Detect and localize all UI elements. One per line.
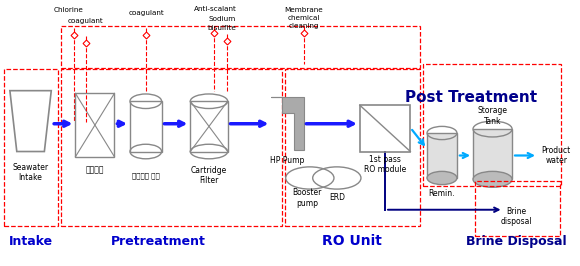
Text: Pretreatment: Pretreatment bbox=[111, 235, 206, 248]
Text: Storage
Tank: Storage Tank bbox=[477, 106, 508, 126]
Text: Product
water: Product water bbox=[542, 146, 571, 165]
Bar bbox=[75, 93, 114, 157]
Bar bbox=[423, 64, 561, 186]
Text: HP Pump: HP Pump bbox=[270, 156, 304, 165]
Bar bbox=[61, 26, 420, 68]
Bar bbox=[3, 69, 58, 226]
Text: Cartridge
Filter: Cartridge Filter bbox=[191, 166, 227, 185]
Text: 약전처리 공정: 약전처리 공정 bbox=[132, 172, 160, 179]
Text: coagulant: coagulant bbox=[68, 18, 104, 23]
Ellipse shape bbox=[473, 171, 512, 187]
Bar bbox=[473, 129, 512, 179]
Text: Booster
pump: Booster pump bbox=[292, 188, 322, 207]
Bar bbox=[360, 105, 411, 152]
Bar bbox=[475, 181, 560, 236]
Text: 1st pass
RO module: 1st pass RO module bbox=[364, 155, 406, 174]
Ellipse shape bbox=[427, 171, 457, 185]
Text: coagulant: coagulant bbox=[128, 10, 164, 16]
Text: Post Treatment: Post Treatment bbox=[405, 90, 536, 105]
Bar bbox=[61, 69, 282, 226]
Text: cleaning: cleaning bbox=[289, 23, 320, 29]
Text: Seawater
Intake: Seawater Intake bbox=[13, 163, 49, 182]
Text: Membrane: Membrane bbox=[285, 7, 324, 13]
Polygon shape bbox=[271, 97, 303, 150]
Bar bbox=[190, 101, 228, 152]
Text: Chlorine: Chlorine bbox=[53, 7, 84, 13]
Text: 전전처리: 전전처리 bbox=[86, 165, 104, 174]
Bar bbox=[285, 69, 420, 226]
Text: Anti-scalant: Anti-scalant bbox=[194, 6, 237, 12]
Text: Brine
disposal: Brine disposal bbox=[501, 207, 532, 226]
Text: bisulfite: bisulfite bbox=[208, 25, 237, 31]
Text: chemical: chemical bbox=[288, 15, 320, 21]
Text: RO Unit: RO Unit bbox=[322, 235, 382, 248]
Text: Intake: Intake bbox=[9, 235, 53, 248]
Text: Remin.: Remin. bbox=[429, 189, 455, 198]
Bar bbox=[130, 101, 162, 152]
Bar bbox=[427, 133, 457, 178]
Text: Brine Disposal: Brine Disposal bbox=[466, 235, 567, 248]
Text: ERD: ERD bbox=[329, 193, 345, 202]
Text: Sodium: Sodium bbox=[208, 16, 235, 22]
